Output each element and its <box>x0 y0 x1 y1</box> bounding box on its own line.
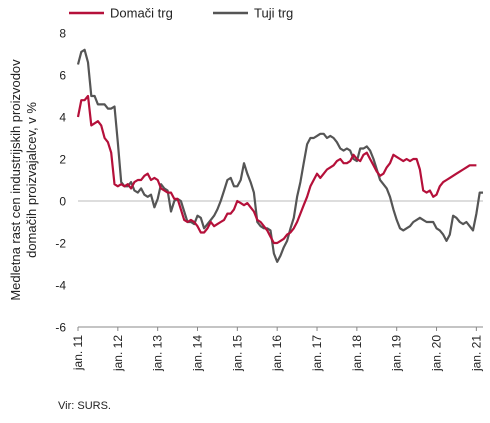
x-tick-label: jan. 12 <box>111 335 125 372</box>
x-tick-label: jan. 19 <box>390 335 404 372</box>
y-tick-label: 6 <box>59 69 66 83</box>
x-tick-label: jan. 14 <box>191 335 205 372</box>
y-tick-label: 4 <box>59 111 66 125</box>
y-tick-label: -2 <box>55 237 66 251</box>
y-axis-ticks: -6 -4 -2 0 2 4 6 8 <box>55 27 66 335</box>
y-axis-title: Medletna rast cen industrijskih proizvod… <box>8 59 39 301</box>
x-tick-label: jan. 11 <box>71 335 85 371</box>
y-axis-title-line-1: Medletna rast cen industrijskih proizvod… <box>8 59 23 301</box>
x-tick-label: jan. 18 <box>350 335 364 372</box>
source-note: Vir: SURS. <box>58 400 111 412</box>
x-tick-label: jan. 20 <box>430 335 444 372</box>
x-axis-ticks: jan. 11 jan. 12 jan. 13 jan. 14 jan. 15 jan. … <box>71 327 483 372</box>
legend-label-domaci: Domači trg <box>110 6 173 21</box>
x-tick-label: jan. 15 <box>230 335 244 372</box>
x-tick-label: jan. 17 <box>310 335 324 372</box>
y-axis-title-line-2: domačih proizvajalcev, v % <box>24 102 39 258</box>
legend: Domači trg Tuji trg <box>69 6 293 21</box>
series-line-domaci-trg <box>76 94 477 245</box>
y-tick-label: -4 <box>55 279 66 293</box>
x-tick-label: jan. 13 <box>151 335 165 372</box>
series-layer <box>76 48 483 263</box>
x-tick-label: jan. 21 <box>469 335 483 372</box>
y-tick-label: 0 <box>59 195 66 209</box>
x-tick-label: jan. 16 <box>270 335 284 372</box>
y-tick-label: 8 <box>59 27 66 41</box>
y-tick-label: -6 <box>55 321 66 335</box>
y-tick-label: 2 <box>59 153 66 167</box>
legend-label-tuji: Tuji trg <box>254 6 293 21</box>
series-line-tuji-trg <box>76 48 483 263</box>
